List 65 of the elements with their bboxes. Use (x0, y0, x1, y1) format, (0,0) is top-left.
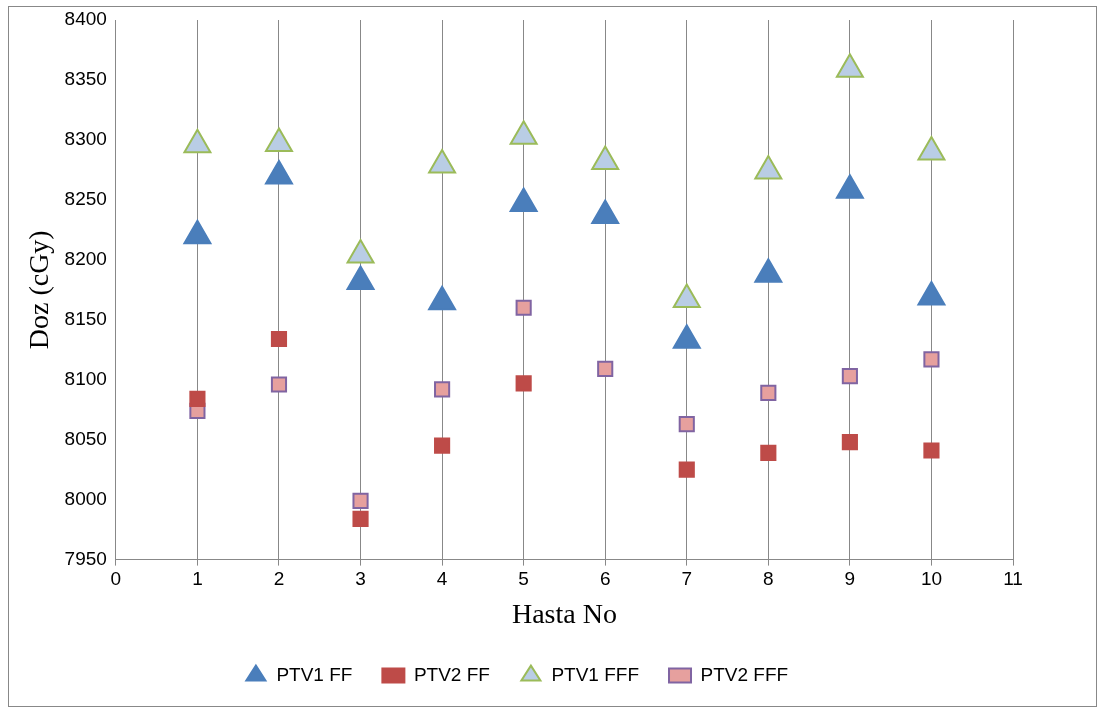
point (835, 53, 864, 78)
x-tick-label: 6 (599, 568, 611, 590)
y-tick-label: 8050 (64, 427, 107, 449)
y-tick-label: 8400 (64, 8, 107, 30)
point (509, 120, 538, 145)
y-tick-label: 8100 (64, 367, 107, 389)
point (515, 375, 532, 392)
x-tick-label: 0 (110, 568, 122, 590)
y-tick-label: 8200 (64, 248, 107, 270)
point (183, 219, 212, 245)
point (835, 174, 864, 199)
point (183, 128, 212, 154)
point (434, 437, 451, 454)
x-tick-label: 10 (920, 568, 943, 590)
point (509, 187, 538, 212)
point (346, 239, 375, 264)
point (754, 258, 783, 283)
point (678, 461, 695, 478)
x-tick-label: 1 (192, 568, 203, 590)
point (760, 384, 777, 401)
point (515, 299, 532, 316)
y-tick-label: 8350 (64, 68, 107, 90)
point (434, 381, 451, 398)
x-tick-label: 5 (518, 568, 529, 590)
legend-label: PTV2 FFF (700, 663, 789, 685)
point (841, 434, 858, 451)
point (591, 145, 620, 170)
point (672, 283, 701, 308)
x-tick-label: 2 (273, 568, 285, 590)
point (428, 149, 457, 174)
y-axis-title: Doz (cGy) (23, 230, 55, 350)
x-tick-label: 4 (436, 568, 448, 590)
point (346, 265, 375, 290)
point (352, 510, 369, 527)
point (189, 390, 206, 407)
point (428, 285, 457, 311)
point (352, 492, 369, 509)
point (923, 351, 940, 368)
point (754, 155, 783, 180)
legend-label: PTV1 FFF (551, 663, 640, 685)
legend-label: PTV2 FF (413, 663, 490, 685)
x-tick-label: 7 (681, 568, 693, 590)
point (841, 368, 858, 385)
point (678, 416, 695, 433)
point (264, 127, 293, 153)
y-tick-label: 7950 (64, 547, 107, 569)
point (760, 444, 777, 461)
x-tick-label: 3 (355, 568, 366, 590)
point (917, 135, 946, 161)
y-tick-label: 8000 (64, 487, 107, 509)
point (917, 281, 946, 306)
y-tick-label: 8250 (64, 188, 107, 210)
point (591, 199, 620, 224)
point (270, 330, 288, 348)
x-tick-label: 11 (1003, 568, 1023, 590)
legend-label: PTV1 FF (276, 663, 353, 685)
y-tick-label: 8150 (64, 308, 107, 330)
x-axis-title: Hasta No (511, 597, 617, 629)
x-tick-label: 8 (763, 568, 774, 590)
point (597, 360, 614, 378)
point (270, 376, 288, 393)
point (264, 159, 293, 185)
point (923, 442, 940, 459)
y-tick-label: 8300 (64, 128, 107, 150)
x-tick-label: 9 (844, 568, 856, 590)
